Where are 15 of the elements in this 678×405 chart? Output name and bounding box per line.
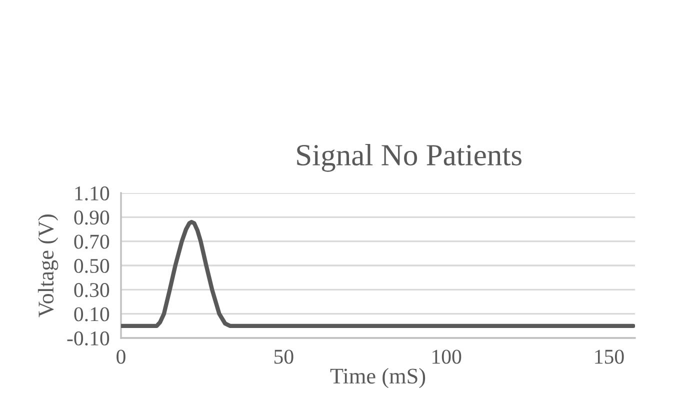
x-tick-label: 50: [274, 350, 294, 364]
y-tick-label: 0.70: [74, 234, 110, 249]
y-tick-label: 0.10: [74, 307, 110, 322]
y-tick-label: -0.10: [67, 331, 110, 346]
y-tick-label: 0.50: [74, 258, 110, 274]
y-tick-label: 0.30: [74, 283, 110, 298]
y-axis-title: Voltage (V): [38, 214, 58, 318]
x-tick-label: 100: [432, 350, 462, 364]
x-tick-label: 150: [595, 350, 624, 364]
x-axis-title: Time (mS): [330, 368, 426, 388]
chart-title: Signal No Patients: [297, 144, 522, 172]
y-tick-label: 1.10: [75, 186, 110, 201]
line-series: [121, 220, 635, 328]
x-tick-label: 0: [116, 350, 126, 364]
y-tick-label: 0.90: [74, 210, 110, 225]
